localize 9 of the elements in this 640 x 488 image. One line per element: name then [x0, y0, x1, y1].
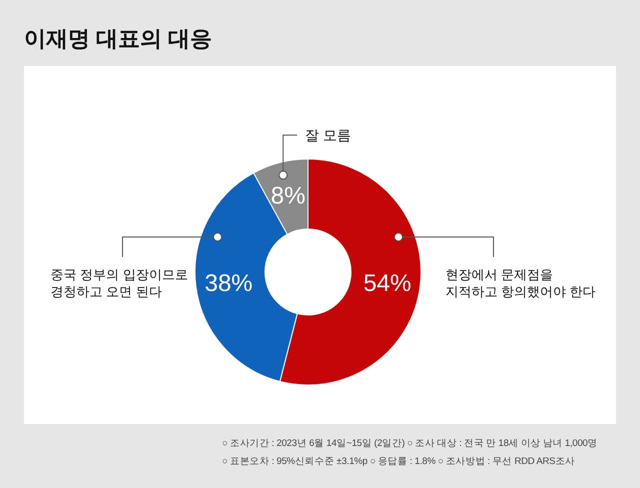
slice-label: 현장에서 문제점을 지적하고 항의했어야 한다	[445, 267, 596, 299]
data-label: 38%	[204, 270, 253, 298]
text: ○ 표본오차 : 95%신뢰수준 ±3.1%p ○ 응답률 : 1.8% ○ 조사방법 : 무선 RDD ARS조사	[222, 456, 576, 467]
text: ○ 조사기간 : 2023년 6월 14일~15일 (2일간) ○ 조사 대상 : 전국 만 18세 이상 남녀 1,000명	[222, 438, 598, 449]
data-label: 8%	[270, 182, 306, 210]
slice-label: 잘 모름	[305, 127, 352, 144]
chart-title: 이재명 대표의 대응	[24, 26, 212, 51]
data-label: 54%	[363, 270, 412, 298]
slice-label: 중국 정부의 입장이므로 경청하고 오면 된다	[50, 267, 188, 299]
